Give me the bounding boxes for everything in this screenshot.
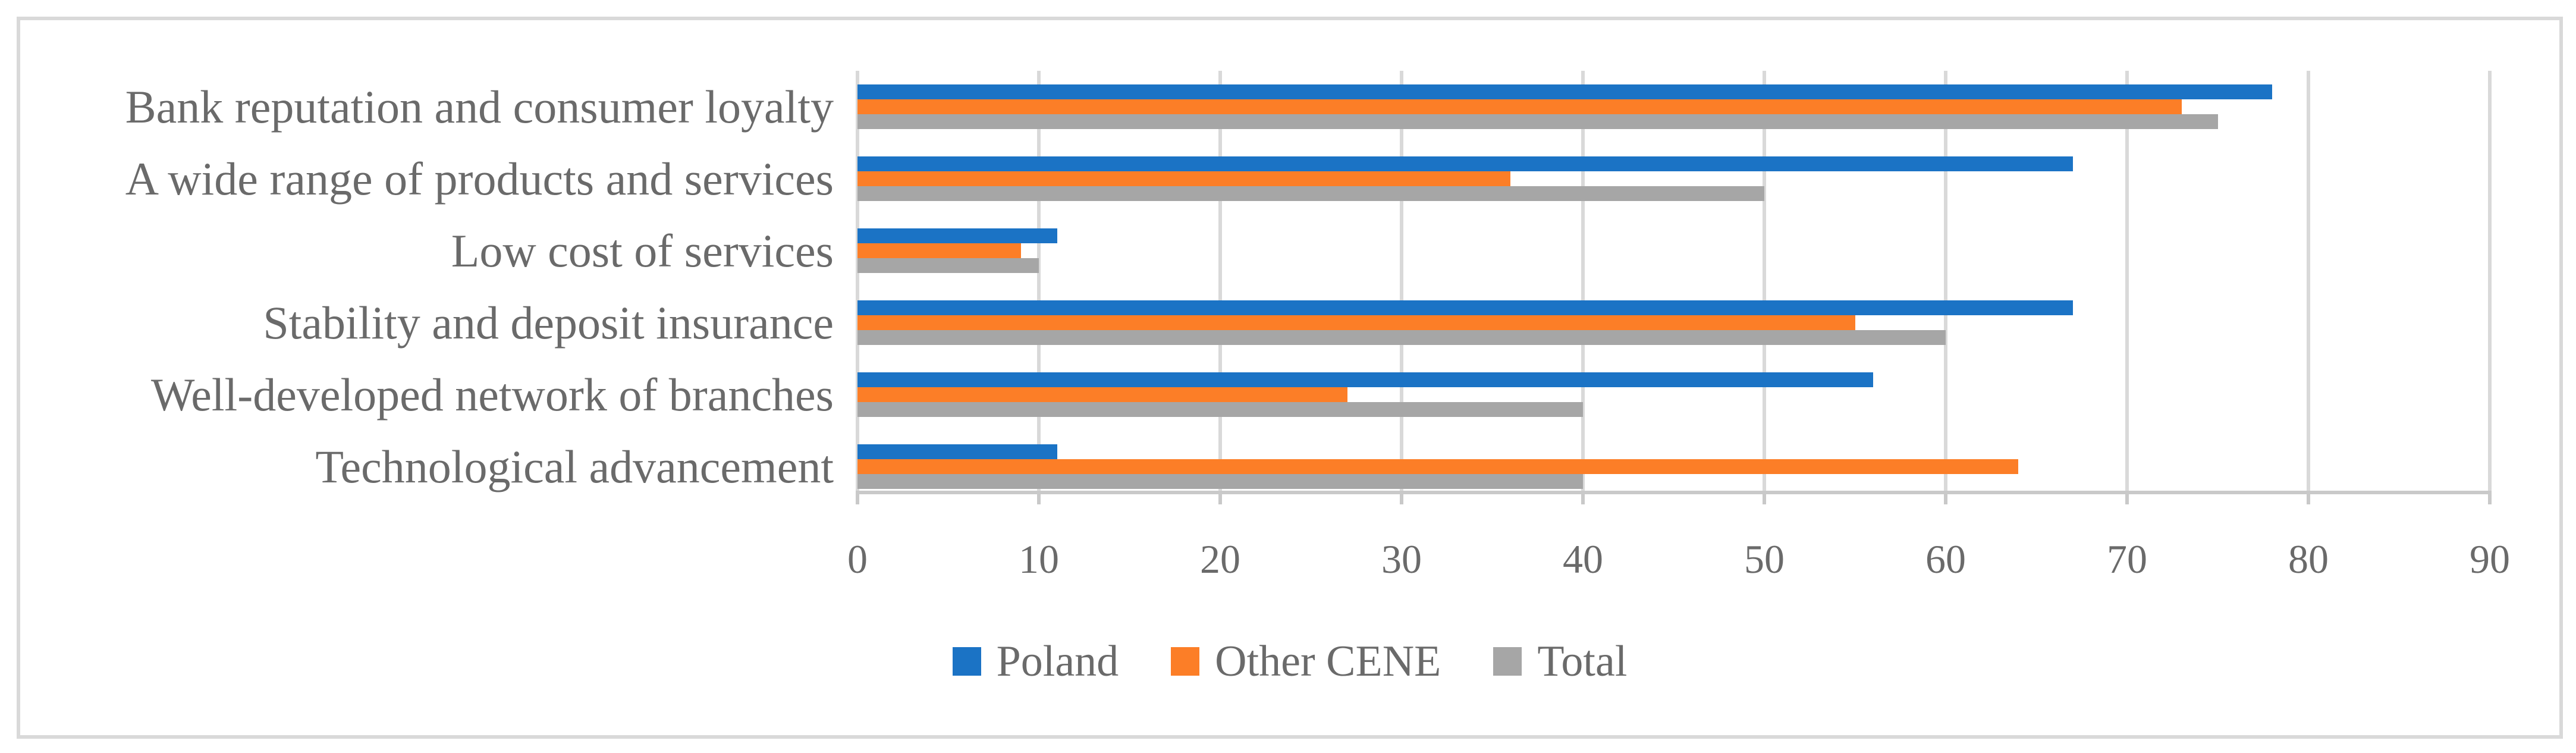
gridline (1400, 71, 1403, 491)
tick-label: 60 (1925, 536, 1966, 582)
legend-swatch-icon (1493, 647, 1522, 676)
tick-label: 10 (1019, 536, 1059, 582)
legend-label: Other CENE (1215, 637, 1441, 686)
legend-label: Total (1537, 637, 1628, 686)
category-label: Technological advancement (315, 440, 834, 492)
gridline (1763, 71, 1766, 491)
x-axis-line (856, 491, 2492, 494)
tick-label: 70 (2107, 536, 2147, 582)
bar-poland (857, 228, 1057, 243)
bar-total (857, 330, 1946, 345)
axis-tick (1944, 494, 1947, 504)
bar-other-cene (857, 387, 1347, 402)
gridline (1581, 71, 1585, 491)
category-label: Bank reputation and consumer loyalty (125, 80, 834, 133)
bar-total (857, 186, 1764, 201)
gridline (1037, 71, 1041, 491)
legend-item: Other CENE (1171, 638, 1441, 685)
gridline (1944, 71, 1947, 491)
bar-other-cene (857, 315, 1855, 330)
category-label: Low cost of services (451, 224, 834, 277)
tick-label: 90 (2470, 536, 2510, 582)
category-label: Well-developed network of branches (150, 368, 834, 421)
gridline (2307, 71, 2310, 491)
legend-label: Poland (996, 637, 1119, 686)
bar-poland (857, 372, 1873, 387)
bar-other-cene (857, 459, 2018, 474)
bar-other-cene (857, 243, 1021, 258)
gridline (856, 71, 859, 491)
chart-figure: Bank reputation and consumer loyalty A wi… (17, 17, 2563, 739)
bar-total (857, 474, 1583, 489)
legend-swatch-icon (952, 647, 981, 676)
bar-total (857, 402, 1583, 417)
axis-tick (856, 494, 859, 504)
axis-tick (1763, 494, 1766, 504)
category-label: A wide range of products and services (125, 152, 834, 205)
legend-item: Poland (952, 637, 1119, 686)
bar-poland (857, 444, 1057, 459)
axis-tick (1581, 494, 1585, 504)
axis-tick (2125, 494, 2129, 504)
bar-other-cene (857, 171, 1510, 186)
axis-tick (2307, 494, 2310, 504)
axis-tick (1037, 494, 1041, 504)
tick-label: 0 (847, 536, 868, 582)
tick-label: 30 (1381, 536, 1422, 582)
tick-label: 40 (1563, 536, 1603, 582)
category-label: Stability and deposit insurance (263, 296, 834, 349)
tick-label: 80 (2288, 536, 2329, 582)
legend-item: Total (1493, 638, 1627, 685)
tick-label: 50 (1744, 536, 1785, 582)
axis-tick (2488, 494, 2492, 504)
bar-total (857, 114, 2218, 129)
tick-label: 20 (1200, 536, 1240, 582)
axis-tick (1218, 494, 1222, 504)
bar-total (857, 258, 1039, 273)
legend-swatch-icon (1171, 647, 1200, 676)
gridline (2125, 71, 2129, 491)
gridline (1218, 71, 1222, 491)
axis-tick (1400, 494, 1403, 504)
bar-poland (857, 300, 2073, 315)
gridline (2488, 71, 2492, 491)
bar-poland (857, 156, 2073, 171)
legend: Poland Other CENE Total (20, 638, 2559, 685)
bar-other-cene (857, 99, 2182, 114)
bar-poland (857, 84, 2272, 99)
